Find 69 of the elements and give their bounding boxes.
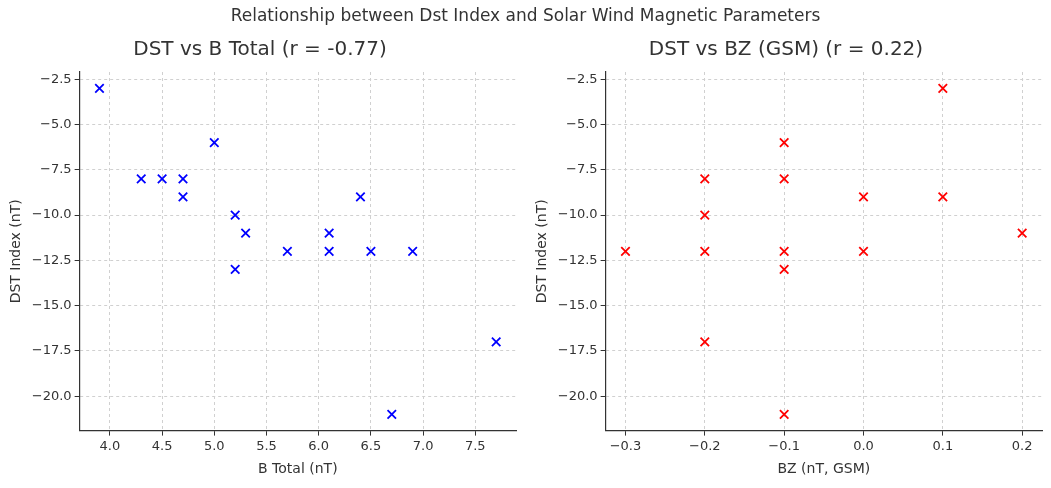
y-tick-label: −10.0 [557,206,598,222]
x-tick-label: 5.5 [256,437,277,453]
point [620,246,631,257]
y-tick-label: −15.0 [31,297,72,313]
point [156,173,168,184]
y-tick-label: −12.5 [557,251,598,267]
x-tick-label: −0.2 [689,437,721,453]
y-tick-label: −7.5 [566,161,598,177]
y-tick-label: −5.0 [566,115,598,131]
point [937,83,948,94]
point [491,336,502,347]
chart-title: DST vs BZ (GSM) (r = 0.22) [648,36,924,61]
y-tick-label: −10.0 [31,206,72,222]
x-tick-label: 6.0 [308,437,330,453]
y-tick-label: −2.5 [566,70,598,86]
point [699,336,710,347]
point [779,137,790,148]
point [779,173,790,184]
y-tick-label: −15.0 [557,297,598,313]
point [779,264,790,275]
y-axis-title: DST Index (nT) [7,199,24,304]
y-tick-label: −5.0 [40,115,72,131]
point [177,173,189,184]
y-tick-label: −17.5 [557,342,598,358]
point [240,228,251,239]
point [177,191,189,203]
point [779,409,790,420]
y-axis-title: DST Index (nT) [533,199,550,304]
chart-title: DST vs B Total (r = -0.77) [133,36,387,61]
x-tick-label: 7.0 [412,437,434,453]
y-tick-label: −2.5 [40,70,72,86]
point [779,246,790,257]
y-tick-label: −17.5 [31,342,72,358]
y-tick-label: −7.5 [40,161,72,177]
x-tick-label: 0.1 [932,437,954,453]
x-tick-label: 6.5 [360,437,382,453]
point [94,83,105,94]
x-tick-label: 7.5 [464,437,486,453]
y-tick-label: −20.0 [31,387,72,403]
point [323,246,335,257]
point [282,246,293,257]
point [365,246,377,257]
text: Relationship between Dst Index and Solar Wind Magnetic Parameters [230,5,821,25]
point [209,137,220,148]
point [699,246,710,257]
point [858,246,869,257]
point [937,191,948,203]
point [355,191,366,203]
point [136,173,147,184]
x-tick-label: 5.0 [203,437,225,453]
point [699,173,710,184]
point [386,409,397,420]
point [1017,228,1028,239]
point [407,246,418,257]
point [230,209,241,221]
x-tick-label: −0.1 [768,437,800,453]
x-tick-label: 4.5 [151,437,173,453]
x-tick-label: 0.0 [853,437,874,453]
y-tick-label: −20.0 [557,387,598,403]
x-tick-label: 4.0 [99,437,121,453]
y-tick-label: −12.5 [31,251,72,267]
x-axis-title: BZ (nT, GSM) [777,460,871,477]
point [230,264,241,275]
x-axis-title: B Total (nT) [258,460,338,477]
x-tick-label: −0.3 [609,437,642,453]
x-tick-label: 0.2 [1011,437,1033,453]
point [858,191,869,203]
point [699,209,710,221]
point [323,228,335,239]
